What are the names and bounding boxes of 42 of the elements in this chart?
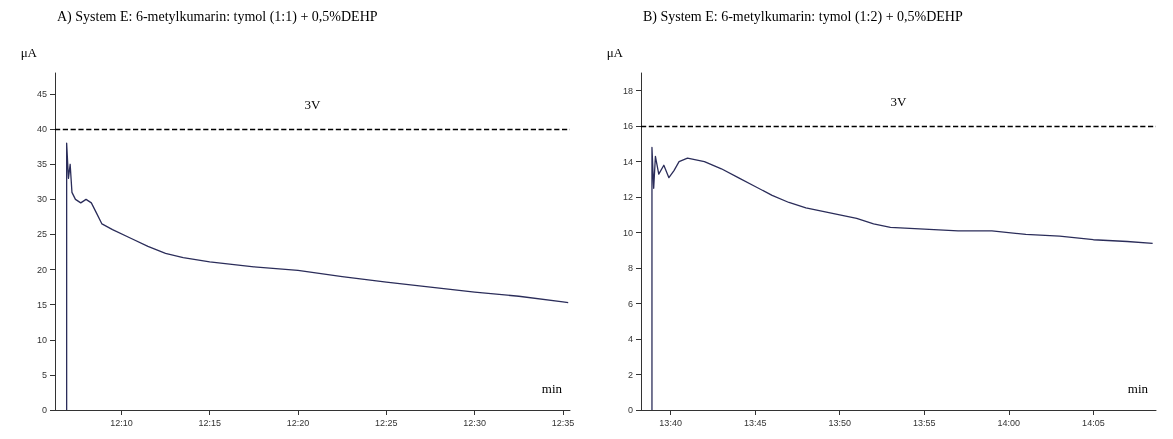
- x-tick-label: 12:25: [375, 417, 398, 428]
- x-tick-label: 13:50: [828, 417, 851, 428]
- x-tick-label: 13:45: [743, 417, 767, 428]
- x-tick-label: 14:05: [1082, 417, 1105, 428]
- y-tick-label: 12: [622, 192, 633, 203]
- x-tick-label: 14:00: [997, 417, 1021, 428]
- y-tick-label: 40: [36, 124, 47, 135]
- y-tick-label: 16: [622, 121, 633, 132]
- ref-line-label: 3V: [890, 94, 908, 110]
- y-axis-title: μA: [20, 45, 38, 60]
- y-tick-label: 0: [41, 405, 47, 415]
- y-tick-label: 45: [36, 89, 47, 100]
- x-tick-label: 12:15: [198, 417, 221, 428]
- y-tick-label: 5: [41, 369, 47, 380]
- y-tick-label: 18: [622, 85, 633, 96]
- y-tick-label: 20: [36, 264, 47, 275]
- y-tick-label: 2: [627, 369, 633, 380]
- y-tick-label: 25: [36, 229, 47, 240]
- y-tick-label: 8: [627, 263, 633, 274]
- x-tick-label: 12:10: [110, 417, 133, 428]
- x-axis-title: min: [541, 381, 563, 396]
- y-tick-label: 10: [622, 227, 633, 238]
- ref-line-label: 3V: [304, 97, 322, 113]
- y-tick-label: 15: [36, 299, 47, 310]
- chart-title: B) System E: 6-metylkumarin: tymol (1:2) + 0,5%DEHP: [643, 8, 963, 25]
- x-tick-label: 13:55: [913, 417, 936, 428]
- x-tick-label: 12:30: [463, 417, 486, 428]
- x-tick-label: 12:20: [286, 417, 310, 428]
- chart-title: A) System E: 6-metylkumarin: tymol (1:1) + 0,5%DEHP: [57, 8, 378, 25]
- y-axis-title: μA: [606, 45, 624, 60]
- line-series: [66, 142, 569, 411]
- y-tick-label: 0: [627, 405, 633, 415]
- x-axis-title: min: [1127, 381, 1149, 396]
- line-series: [651, 146, 1154, 411]
- x-tick-label: 13:40: [659, 417, 682, 428]
- y-tick-label: 4: [627, 334, 633, 345]
- y-tick-label: 6: [627, 298, 633, 309]
- y-tick-label: 35: [36, 159, 47, 170]
- y-tick-label: 14: [622, 156, 633, 167]
- y-tick-label: 30: [36, 194, 47, 205]
- y-tick-label: 10: [36, 334, 47, 345]
- x-tick-label: 12:35: [551, 417, 575, 428]
